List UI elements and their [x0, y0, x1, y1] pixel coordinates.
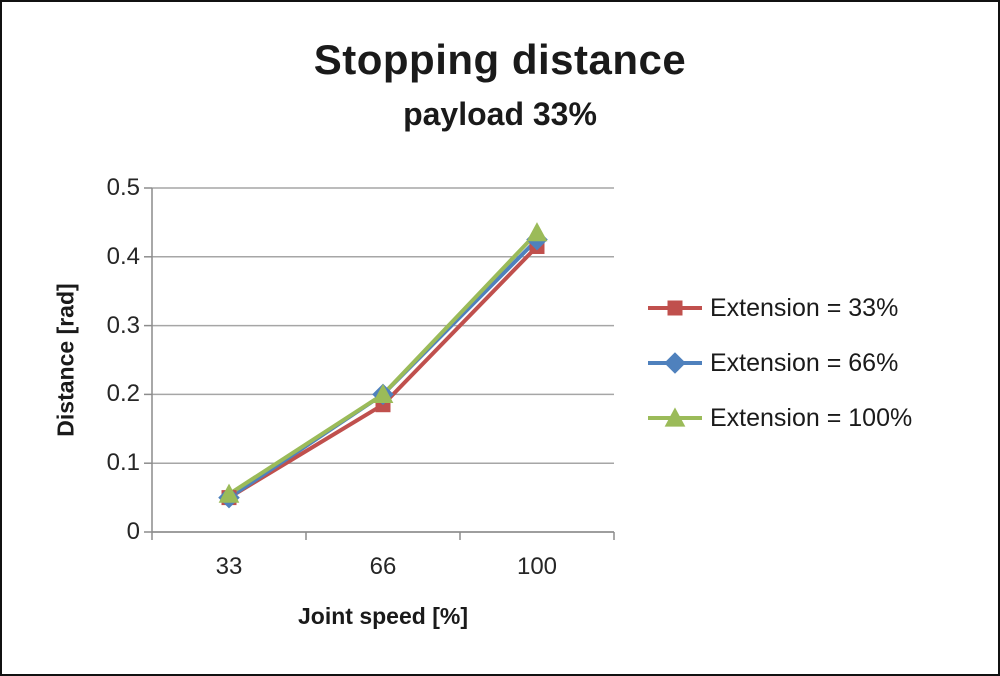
x-tick-label: 100 — [516, 553, 558, 580]
legend-label: Extension = 100% — [710, 403, 913, 432]
legend-item: Extension = 100% — [646, 399, 912, 437]
y-tick-label: 0.1 — [106, 449, 140, 476]
y-axis-title: Distance [rad] — [52, 283, 79, 437]
y-tick-label: 0.5 — [106, 174, 140, 201]
y-tick-label: 0.4 — [106, 243, 140, 270]
legend-label: Extension = 66% — [710, 348, 899, 377]
x-tick-label: 66 — [369, 553, 397, 580]
y-tick-label: 0.3 — [106, 312, 140, 339]
legend-label: Extension = 33% — [710, 293, 899, 322]
y-tick-label: 0 — [126, 518, 140, 545]
legend-item: Extension = 66% — [646, 344, 912, 382]
legend-marker-square-icon — [648, 300, 702, 316]
x-tick-label: 33 — [215, 553, 243, 580]
legend: Extension = 33% Extension = 66% Extensio… — [646, 289, 912, 437]
legend-marker-diamond-icon — [648, 352, 702, 374]
legend-item: Extension = 33% — [646, 289, 912, 327]
chart-title: Stopping distance — [313, 36, 687, 83]
legend-marker-triangle-icon — [648, 407, 702, 427]
chart-subtitle: payload 33% — [403, 96, 597, 132]
y-tick-label: 0.2 — [106, 380, 140, 407]
x-axis-title: Joint speed [%] — [298, 603, 468, 629]
